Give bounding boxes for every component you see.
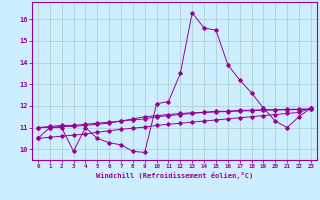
- X-axis label: Windchill (Refroidissement éolien,°C): Windchill (Refroidissement éolien,°C): [96, 172, 253, 179]
